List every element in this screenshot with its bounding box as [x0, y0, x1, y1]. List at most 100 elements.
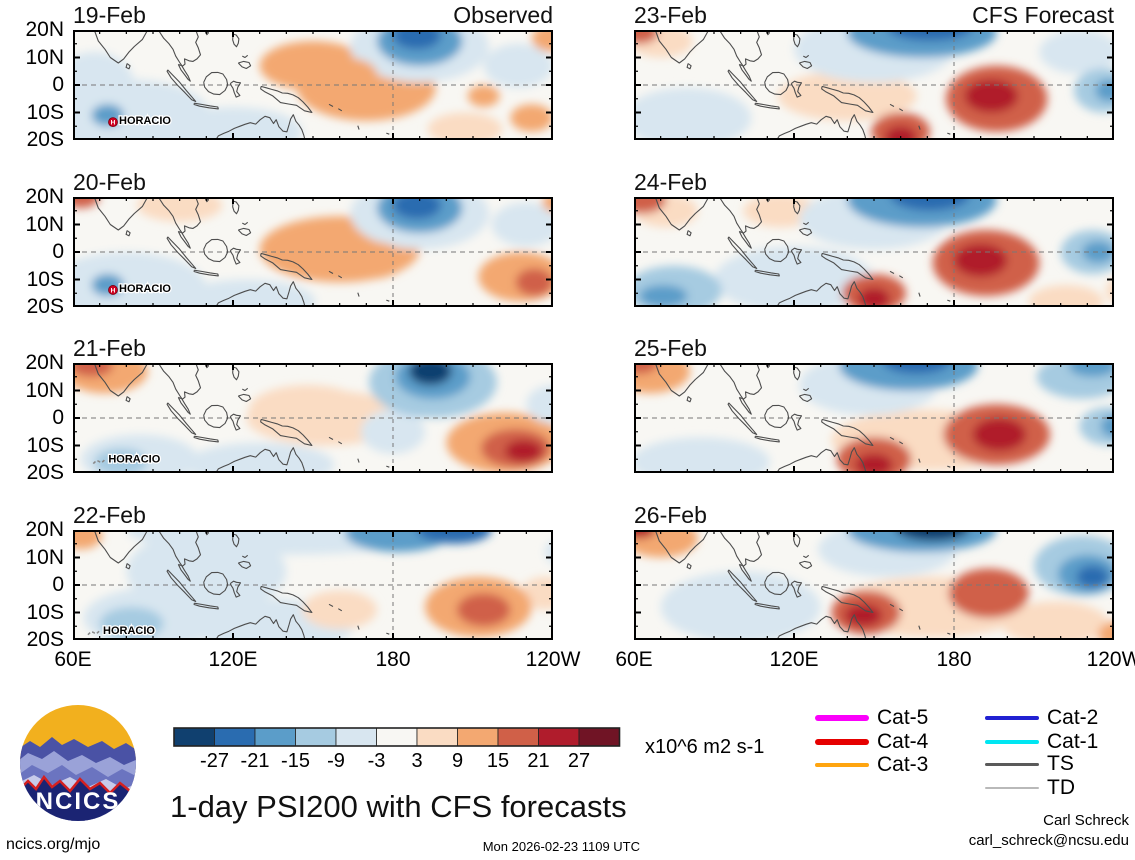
legend-line-td — [985, 787, 1039, 789]
lat-tick-label: 0 — [52, 573, 64, 596]
panel-date-label: 26-Feb — [634, 502, 707, 528]
lat-tick-label: 0 — [52, 73, 64, 96]
panel-date-label: 24-Feb — [634, 169, 707, 195]
map-panel-20-Feb: H HORACIO — [73, 197, 553, 307]
credit-email: carl_schreck@ncsu.edu — [968, 832, 1129, 849]
map-panel-26-Feb — [634, 530, 1114, 640]
ncics-logo: NCICS — [20, 705, 136, 821]
colorbar-units-label: x10^6 m2 s-1 — [645, 736, 765, 758]
legend-item-td: TD — [985, 776, 1075, 800]
colorbar-tick-label: 27 — [568, 750, 590, 772]
lat-tick-label: 20N — [25, 351, 64, 374]
legend-line-cat-2 — [985, 715, 1039, 721]
legend-item-cat-5: Cat-5 — [815, 706, 928, 730]
legend-label: Cat-1 — [1047, 730, 1099, 753]
colorbar: -27 -21 -15 -9 -3 3 9 15 21 27 — [172, 727, 622, 778]
lon-tick-label: 120W — [1086, 648, 1135, 671]
lat-tick-label: 20S — [26, 461, 64, 484]
lat-tick-label: 20N — [25, 518, 64, 541]
timestamp: Mon 2026-02-23 1109 UTC — [482, 839, 640, 854]
panel-date-label: 20-Feb — [73, 169, 146, 195]
lat-tick-label: 10N — [25, 45, 64, 69]
legend-label: Cat-3 — [877, 753, 929, 776]
legend-line-cat-5 — [815, 715, 869, 721]
legend-item-ts: TS — [985, 752, 1074, 776]
legend-line-cat-1 — [985, 740, 1039, 744]
lat-tick-label: 20S — [26, 628, 64, 651]
lon-tick-label: 120E — [769, 648, 819, 671]
panel-corner-label: Observed — [453, 2, 553, 28]
colorbar-tick-label: -3 — [368, 750, 386, 772]
lon-tick-label: 120W — [525, 648, 581, 671]
panel-corner-label: CFS Forecast — [972, 2, 1114, 28]
svg-text:H: H — [111, 287, 116, 294]
legend-line-cat-4 — [815, 739, 869, 745]
storm-marker-horacio: HORACIO — [92, 452, 162, 467]
lon-tick-label: 120E — [208, 648, 258, 671]
svg-text:HORACIO: HORACIO — [119, 115, 171, 127]
panel-date-label: 25-Feb — [634, 335, 707, 361]
logo-red-line — [20, 774, 136, 795]
colorbar-tick-label: 21 — [527, 750, 549, 772]
lon-tick-label: 180 — [936, 648, 972, 671]
colorbar-tick-label: -21 — [241, 750, 270, 772]
legend-item-cat-3: Cat-3 — [815, 753, 928, 777]
legend-item-cat-1: Cat-1 — [985, 730, 1098, 754]
panel-date-label: 21-Feb — [73, 335, 146, 361]
lat-tick-label: 20S — [26, 295, 64, 318]
map-panel-22-Feb: HORACIO — [73, 530, 553, 640]
map-panel-21-Feb: HORACIO — [73, 363, 553, 473]
colorbar-tick-label: -15 — [281, 750, 310, 772]
legend-label: TS — [1047, 752, 1074, 775]
lat-tick-label: 10S — [26, 267, 64, 291]
map-panel-23-Feb — [634, 30, 1114, 140]
svg-text:HORACIO: HORACIO — [103, 625, 155, 637]
colorbar-tick-label: -9 — [327, 750, 345, 772]
figure-title: 1-day PSI200 with CFS forecasts — [170, 789, 627, 824]
lon-tick-label: 60E — [54, 648, 92, 671]
svg-text:H: H — [111, 120, 116, 127]
storm-marker-horacio: H HORACIO — [108, 282, 173, 296]
panel-date-label: 23-Feb — [634, 2, 707, 28]
colorbar-tick-label: -27 — [200, 750, 229, 772]
panel-date-label: 19-Feb — [73, 2, 146, 28]
lat-tick-label: 20N — [25, 18, 64, 41]
site-url: ncics.org/mjo — [6, 836, 101, 853]
panel-date-label: 22-Feb — [73, 502, 146, 528]
svg-text:HORACIO: HORACIO — [119, 283, 171, 295]
legend-line-cat-3 — [815, 762, 869, 768]
colorbar-svg: -27 -21 -15 -9 -3 3 9 15 21 27 — [173, 727, 621, 772]
legend-item-cat-4: Cat-4 — [815, 730, 928, 754]
lat-tick-label: 0 — [52, 240, 64, 263]
legend-item-cat-2: Cat-2 — [985, 706, 1098, 730]
credit-name: Carl Schreck — [1043, 812, 1129, 829]
legend-label: Cat-4 — [877, 730, 929, 753]
lat-tick-label: 20N — [25, 185, 64, 208]
legend-line-ts — [985, 762, 1039, 766]
lon-tick-label: 180 — [375, 648, 411, 671]
colorbar-tick-label: 9 — [452, 750, 463, 772]
legend-label: Cat-2 — [1047, 706, 1099, 729]
lon-tick-label: 60E — [615, 648, 653, 671]
lat-tick-label: 10N — [25, 378, 64, 402]
svg-text:HORACIO: HORACIO — [108, 454, 160, 466]
lat-tick-label: 20S — [26, 128, 64, 151]
map-panel-19-Feb: H HORACIO — [73, 30, 553, 140]
logo-base — [20, 777, 136, 821]
legend-label: TD — [1047, 776, 1075, 799]
lat-tick-label: 10S — [26, 100, 64, 124]
legend-label: Cat-5 — [877, 706, 929, 729]
map-panel-24-Feb — [634, 197, 1114, 307]
map-panel-25-Feb — [634, 363, 1114, 473]
lat-tick-label: 0 — [52, 406, 64, 429]
logo-text: NCICS — [36, 788, 121, 815]
lat-tick-label: 10N — [25, 545, 64, 569]
lat-tick-label: 10N — [25, 212, 64, 236]
lat-tick-label: 10S — [26, 433, 64, 457]
colorbar-tick-label: 3 — [411, 750, 422, 772]
colorbar-tick-label: 15 — [487, 750, 509, 772]
storm-marker-horacio: HORACIO — [87, 624, 157, 638]
storm-marker-horacio: H HORACIO — [108, 114, 173, 128]
lat-tick-label: 10S — [26, 600, 64, 624]
